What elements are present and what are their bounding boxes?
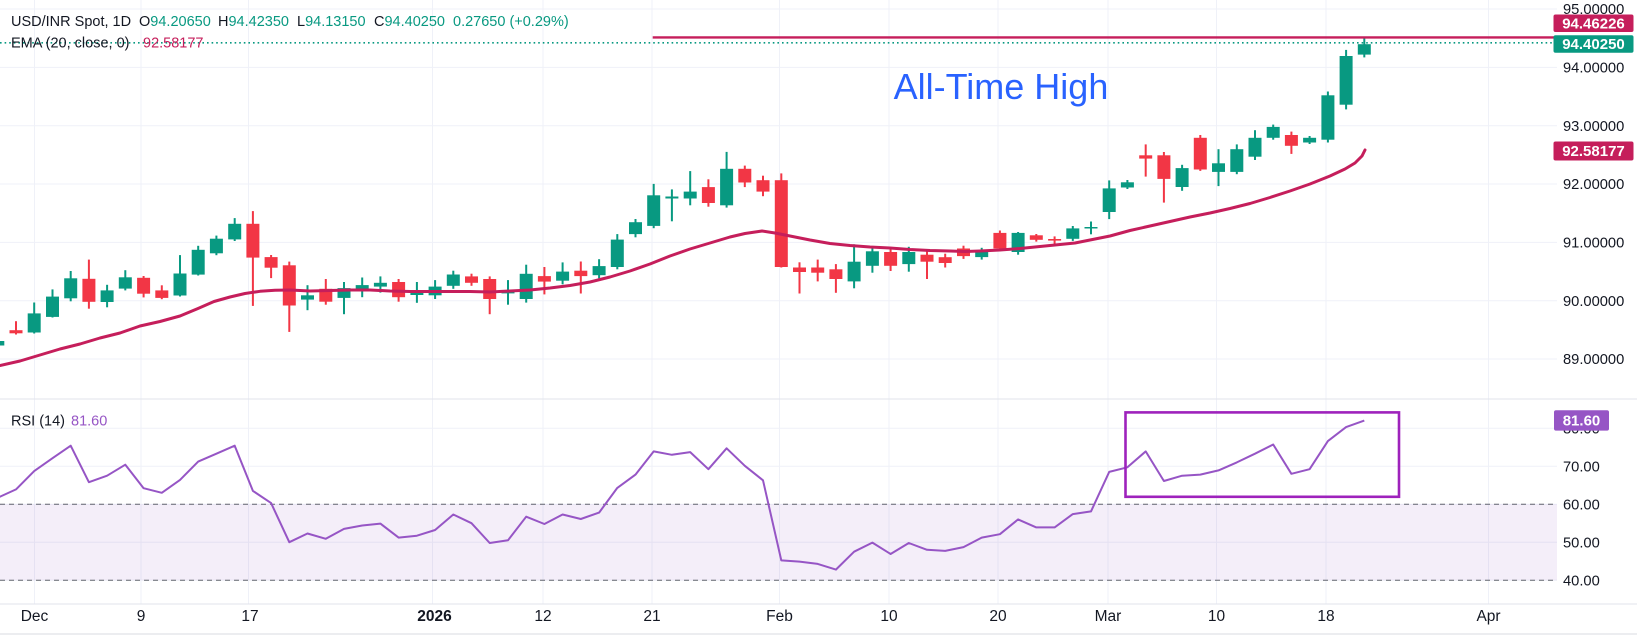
svg-text:92.00000: 92.00000 [1563,177,1624,193]
svg-text:94.00000: 94.00000 [1563,61,1624,77]
svg-text:81.60: 81.60 [71,414,107,430]
svg-text:93.00000: 93.00000 [1563,119,1624,135]
svg-text:50.00: 50.00 [1563,535,1600,551]
svg-text:10: 10 [1208,608,1226,625]
svg-text:94.40250: 94.40250 [1562,36,1625,53]
svg-text:0.27650 (+0.29%): 0.27650 (+0.29%) [453,14,569,30]
svg-text:10: 10 [880,608,898,625]
svg-text:91.00000: 91.00000 [1563,236,1624,252]
svg-text:O94.20650: O94.20650 [139,14,211,30]
svg-text:RSI (14): RSI (14) [11,413,65,429]
svg-text:Feb: Feb [766,608,793,625]
svg-text:17: 17 [241,608,258,625]
svg-text:12: 12 [534,608,551,625]
svg-text:60.00: 60.00 [1563,497,1600,513]
svg-text:20: 20 [989,608,1007,625]
svg-text:40.00: 40.00 [1563,573,1600,589]
svg-text:90.00000: 90.00000 [1563,294,1624,310]
svg-text:All-Time High: All-Time High [894,66,1109,107]
svg-text:L94.13150: L94.13150 [297,14,366,30]
svg-text:Mar: Mar [1095,608,1122,625]
svg-text:9: 9 [137,608,146,625]
svg-text:21: 21 [643,608,660,625]
svg-text:95.00000: 95.00000 [1563,2,1624,18]
svg-text:94.46226: 94.46226 [1562,15,1625,32]
svg-text:USD/INR Spot, 1D: USD/INR Spot, 1D [11,14,131,30]
svg-text:EMA (20, close, 0): EMA (20, close, 0) [11,36,129,52]
svg-text:Dec: Dec [21,608,49,625]
svg-text:89.00000: 89.00000 [1563,352,1624,368]
svg-text:H94.42350: H94.42350 [218,14,289,30]
svg-text:81.60: 81.60 [1563,413,1601,430]
svg-text:18: 18 [1317,608,1334,625]
svg-text:70.00: 70.00 [1563,459,1600,475]
svg-text:92.58177: 92.58177 [143,36,203,52]
svg-text:92.58177: 92.58177 [1562,143,1625,160]
svg-text:C94.40250: C94.40250 [374,14,445,30]
svg-text:Apr: Apr [1476,608,1500,625]
svg-text:2026: 2026 [417,608,452,625]
